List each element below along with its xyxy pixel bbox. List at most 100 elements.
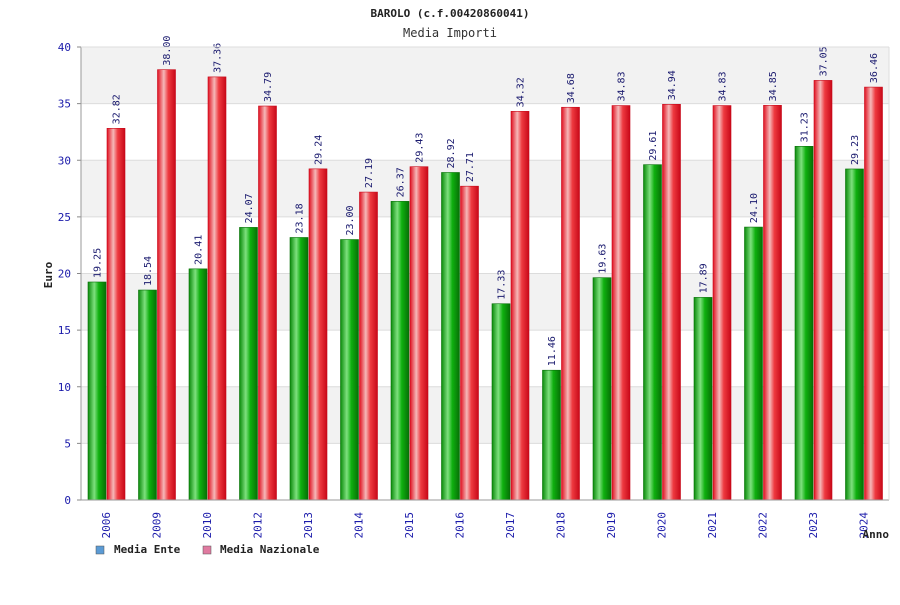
x-tick-label: 2022 (757, 512, 770, 539)
legend-swatch-media-nazionale (202, 545, 212, 555)
data-label: 34.83 (617, 71, 628, 101)
chart-subtitle: Media Importi (403, 26, 497, 40)
data-label: 19.25 (93, 248, 104, 278)
bar-media-ente (845, 168, 864, 501)
x-tick-label: 2021 (706, 512, 719, 539)
bar-media-nazionale (561, 106, 580, 501)
bar-media-ente (744, 226, 763, 501)
x-axis-ticks: 2006 2009 2010 2012 2013 2014 2015 2016 2017 2018… (100, 512, 871, 539)
bar-media-nazionale (106, 128, 126, 501)
data-label: 20.41 (194, 235, 205, 265)
bar-media-nazionale (611, 105, 631, 501)
bar-media-ente (340, 239, 359, 501)
chart-title: BAROLO (c.f.00420860041) (371, 7, 530, 20)
y-tick-label: 5 (64, 437, 71, 450)
x-tick-label: 2020 (656, 512, 669, 539)
data-labels: 19.25 32.82 18.54 38.00 20.41 37.36 24.07 34.79… (93, 36, 881, 367)
bar-media-nazionale (864, 86, 883, 501)
data-label: 28.92 (446, 138, 457, 168)
legend-swatch-media-ente (95, 545, 105, 555)
x-axis-label: Anno (863, 528, 890, 541)
legend: Media Ente Media Nazionale (95, 543, 320, 556)
x-tick-label: 2009 (151, 512, 164, 539)
data-label: 29.23 (850, 135, 861, 165)
data-label: 38.00 (162, 36, 173, 66)
bar-media-nazionale (763, 105, 782, 501)
data-label: 34.79 (263, 72, 274, 102)
y-tick-label: 0 (64, 494, 71, 507)
bar-media-nazionale (813, 80, 833, 501)
bar-media-nazionale (157, 69, 176, 501)
data-label: 34.83 (718, 71, 729, 101)
bar-media-nazionale (308, 168, 328, 501)
data-label: 34.94 (667, 70, 678, 100)
bar-media-ente (693, 297, 713, 501)
data-label: 18.54 (143, 256, 154, 286)
x-tick-label: 2019 (605, 512, 618, 539)
x-tick-label: 2012 (252, 512, 265, 539)
data-label: 27.71 (465, 152, 476, 182)
x-tick-label: 2013 (302, 512, 315, 539)
data-label: 24.10 (749, 193, 760, 223)
data-label: 23.18 (295, 203, 306, 233)
bar-media-ente (542, 369, 561, 501)
y-tick-label: 15 (58, 324, 71, 337)
axes (80, 46, 890, 501)
bar-media-ente (592, 277, 612, 501)
data-label: 17.33 (497, 270, 508, 300)
y-tick-label: 25 (58, 211, 71, 224)
bar-media-nazionale (460, 185, 479, 501)
bar-media-nazionale (662, 104, 681, 501)
y-tick-label: 20 (58, 268, 71, 281)
x-tick-label: 2010 (201, 512, 214, 539)
y-tick-label: 10 (58, 381, 71, 394)
bar-media-nazionale (409, 166, 429, 501)
bar-media-ente (643, 164, 662, 501)
data-label: 36.46 (869, 53, 880, 83)
x-tick-label: 2018 (555, 512, 568, 539)
y-tick-label: 35 (58, 98, 71, 111)
data-label: 37.36 (213, 43, 224, 73)
bar-media-ente (491, 303, 511, 501)
data-label: 29.24 (314, 135, 325, 165)
data-label: 17.89 (699, 263, 710, 293)
bar-media-nazionale (359, 191, 378, 501)
bar-media-nazionale (207, 76, 227, 501)
data-label: 11.46 (547, 336, 558, 366)
bar-media-ente (289, 237, 309, 501)
legend-label-media-nazionale: Media Nazionale (220, 543, 320, 556)
bar-media-nazionale (510, 111, 530, 501)
data-label: 31.23 (800, 112, 811, 142)
data-label: 29.61 (648, 131, 659, 161)
bar-media-ente (138, 289, 157, 501)
bar-media-ente (794, 146, 814, 501)
data-label: 24.07 (244, 193, 255, 223)
x-tick-label: 2015 (403, 512, 416, 539)
x-tick-label: 2024 (858, 512, 871, 539)
bar-media-ente (87, 281, 107, 501)
x-tick-label: 2006 (100, 512, 113, 539)
data-label: 19.63 (598, 244, 609, 274)
y-tick-label: 30 (58, 154, 71, 167)
y-axis-ticks: 0 5 10 15 20 25 30 35 40 (58, 41, 81, 507)
data-label: 23.00 (345, 205, 356, 235)
x-tick-label: 2014 (353, 512, 366, 539)
bars (87, 69, 883, 501)
bar-media-ente (441, 172, 460, 501)
data-label: 26.37 (396, 167, 407, 197)
x-tick-label: 2023 (807, 512, 820, 539)
bar-media-ente (390, 201, 410, 501)
y-axis-label: Euro (42, 261, 55, 288)
x-tick-label: 2016 (454, 512, 467, 539)
data-label: 32.82 (112, 94, 123, 124)
x-tick-label: 2017 (504, 512, 517, 539)
data-label: 34.68 (566, 73, 577, 103)
data-label: 37.05 (819, 46, 830, 76)
data-label: 34.32 (516, 77, 527, 107)
bar-media-ente (188, 268, 208, 501)
data-label: 34.85 (768, 71, 779, 101)
bar-media-nazionale (258, 105, 277, 501)
bar-media-ente (239, 227, 258, 501)
